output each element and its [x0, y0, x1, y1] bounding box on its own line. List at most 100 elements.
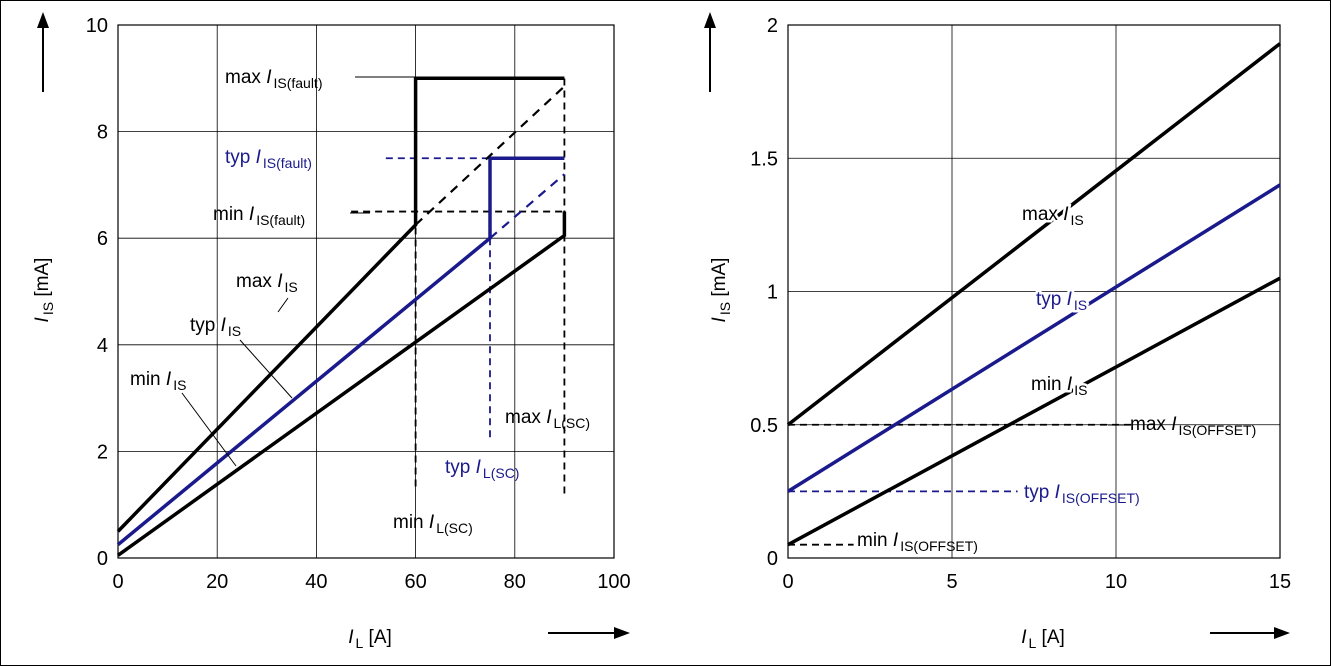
annotation-label-subscript: L(SC): [436, 520, 473, 536]
reference-line: [420, 77, 566, 495]
x-tick-label: 100: [597, 571, 630, 593]
label-leader-line: [239, 339, 293, 399]
annotation-label-prefix: typ: [1036, 289, 1067, 310]
y-axis-title-subscript: IS: [40, 302, 56, 315]
annotation-label-subscript: IS(OFFSET): [1062, 490, 1140, 506]
y-axis-title-unit: [mA]: [32, 258, 53, 302]
plot-area: [787, 24, 1281, 559]
annotation-label-prefix: min: [1031, 374, 1067, 395]
annotation-label-symbol: I: [249, 204, 255, 225]
x-tick-label: 80: [504, 571, 526, 593]
annotation-label-symbol: I: [1067, 374, 1073, 395]
annotation-label-prefix: min: [213, 204, 249, 225]
x-tick-label: 0: [112, 571, 123, 593]
x-axis-title-symbol: I: [1021, 627, 1027, 648]
y-axis-title-symbol: I: [32, 316, 53, 322]
annotation-label: min I IS: [1031, 374, 1087, 398]
annotation-label-subscript: IS(fault): [263, 155, 312, 171]
annotation-label-subscript: IS: [1070, 212, 1083, 228]
annotation-label-prefix: min: [857, 530, 893, 551]
annotation-label-subscript: IS(OFFSET): [1178, 422, 1256, 438]
annotation-label: max I IS(OFFSET): [1130, 414, 1256, 438]
annotation-label: max I L(SC): [505, 407, 590, 431]
annotation-label-subscript: L(SC): [483, 465, 520, 481]
plot-area: [117, 24, 615, 559]
series-line: [116, 76, 565, 533]
annotation-label: typ I L(SC): [445, 457, 519, 481]
annotation-label-subscript: L(SC): [553, 415, 590, 431]
annotation-label-symbol: I: [256, 147, 262, 168]
x-axis-title-subscript: L: [1028, 635, 1036, 651]
annotation-label-prefix: max: [225, 67, 266, 88]
x-tick-label: 60: [404, 571, 426, 593]
annotation-label-subscript: IS(fault): [256, 212, 305, 228]
annotation-label-prefix: min: [393, 512, 429, 533]
y-axis-title: IIS [mA]: [709, 258, 733, 323]
grid-lines: [787, 24, 1281, 559]
annotation-label-prefix: typ: [225, 147, 256, 168]
annotation-label-symbol: I: [166, 369, 172, 390]
x-tick-label: 10: [1105, 571, 1127, 593]
y-tick-label: 1.5: [750, 148, 778, 170]
annotation-label-symbol: I: [1067, 289, 1073, 310]
annotation-label-prefix: max: [505, 407, 546, 428]
annotation-label-subscript: IS: [228, 323, 241, 339]
series-line: [116, 156, 565, 547]
x-axis-title-unit: [A]: [363, 627, 392, 648]
annotation-label-symbol: I: [429, 512, 435, 533]
annotation-label-symbol: I: [1055, 482, 1061, 503]
y-tick-label: 0.5: [750, 415, 778, 437]
annotation-label-prefix: typ: [445, 457, 476, 478]
annotation-label-subscript: IS: [1074, 382, 1087, 398]
series-line: [116, 211, 567, 557]
annotation-label-prefix: typ: [190, 315, 221, 336]
y-direction-arrow-head: [37, 12, 49, 28]
annotation-label-symbol: I: [277, 271, 283, 292]
annotation-label-prefix: max: [236, 271, 277, 292]
annotation-label-subscript: IS: [173, 377, 186, 393]
y-axis-title-symbol: I: [709, 316, 730, 322]
y-tick-label: 2: [767, 15, 778, 37]
annotation-label: min I IS(OFFSET): [857, 530, 978, 554]
series-line: [787, 276, 1281, 547]
label-leader-line: [181, 392, 237, 467]
x-axis-title-unit: [A]: [1036, 627, 1065, 648]
annotation-label: min I L(SC): [393, 512, 473, 536]
x-tick-label: 40: [305, 571, 327, 593]
annotation-label-symbol: I: [1063, 204, 1069, 225]
x-tick-label: 5: [946, 571, 957, 593]
annotation-label-symbol: I: [1171, 414, 1177, 435]
x-tick-label: 0: [782, 571, 793, 593]
annotation-label-prefix: max: [1022, 204, 1063, 225]
y-axis-title: IIS [mA]: [32, 258, 56, 323]
x-direction-arrow-head: [1274, 627, 1290, 639]
series-line: [787, 183, 1281, 493]
y-axis-title-unit: [mA]: [709, 258, 730, 302]
annotation-label: typ I IS(OFFSET): [1024, 482, 1140, 506]
annotation-label-symbol: I: [546, 407, 552, 428]
annotation-label: min I IS(fault): [213, 204, 305, 228]
y-tick-label: 4: [97, 335, 108, 357]
annotation-label-symbol: I: [266, 67, 272, 88]
series-line: [786, 42, 1282, 427]
annotation-label-symbol: I: [476, 457, 482, 478]
x-tick-label: 20: [206, 571, 228, 593]
y-axis-title-subscript: IS: [717, 302, 733, 315]
annotation-label: typ I IS(fault): [225, 147, 312, 171]
series-line: [414, 85, 566, 226]
annotation-label-subscript: IS(OFFSET): [900, 538, 978, 554]
annotation-label: max I IS: [1022, 204, 1084, 228]
y-tick-label: 0: [97, 548, 108, 570]
y-direction-arrow-head: [704, 12, 716, 28]
annotation-label-symbol: I: [893, 530, 899, 551]
grid-lines: [117, 24, 615, 559]
y-tick-label: 0: [767, 548, 778, 570]
annotation-label: max I IS: [236, 271, 298, 295]
annotation-label-subscript: IS(fault): [273, 75, 322, 91]
x-axis-title-symbol: I: [348, 627, 354, 648]
